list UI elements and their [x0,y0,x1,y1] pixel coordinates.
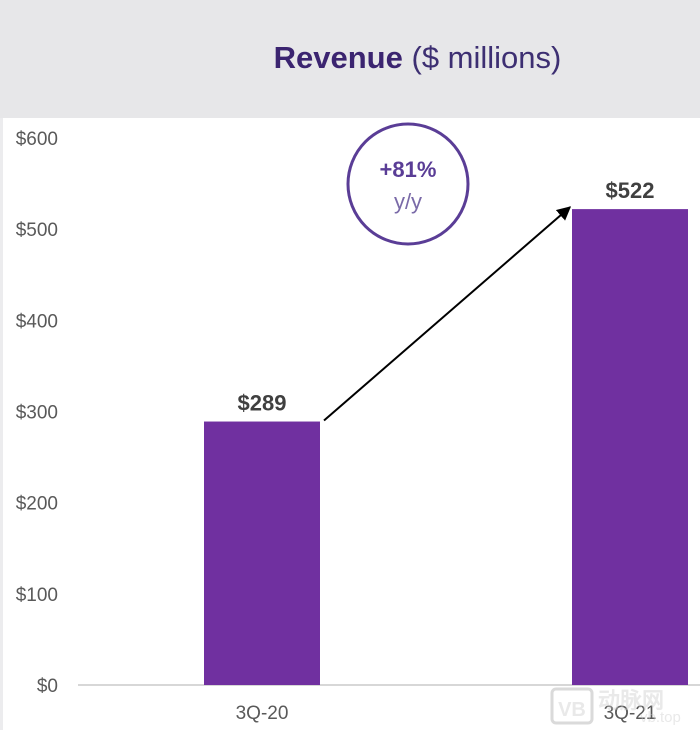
watermark-logo-icon [550,687,594,725]
left-edge-divider [0,118,3,730]
y-tick-label: $300 [16,403,58,424]
watermark: VB 动脉网 vb.top [550,687,681,726]
growth-badge: +81% y/y [346,122,470,246]
chart-title-units: ($ millions) [411,40,562,75]
data-label: $522 [606,178,655,203]
growth-badge-circle [346,122,470,246]
x-tick-label: 3Q-21 [604,703,657,724]
y-axis: $0 $100 $200 $300 $400 $500 $600 [16,129,58,697]
x-axis: 3Q-20 3Q-21 [236,703,657,724]
watermark-domain: vb.top [640,709,681,726]
watermark-logo-text: VB [558,699,586,721]
y-tick-label: $200 [16,494,58,515]
x-tick-label: 3Q-20 [236,703,289,724]
y-tick-label: $0 [37,676,58,697]
data-labels-group: $289 $522 [238,178,655,415]
growth-badge-percent: +81% [380,157,437,182]
watermark-brand: 动脉网 [598,688,664,713]
chart-title: Revenue ($ millions) [0,40,700,76]
y-tick-label: $100 [16,585,58,606]
y-tick-label: $600 [16,129,58,150]
growth-badge-period: y/y [394,189,422,214]
growth-arrow [323,206,572,422]
data-label: $289 [238,391,287,416]
bar-3q-20 [204,421,320,685]
bar-3q-21 [572,209,688,686]
bars-group [204,209,688,686]
chart-title-main: Revenue [273,40,403,75]
y-tick-label: $500 [16,220,58,241]
y-tick-label: $400 [16,311,58,332]
header-band [0,0,700,118]
